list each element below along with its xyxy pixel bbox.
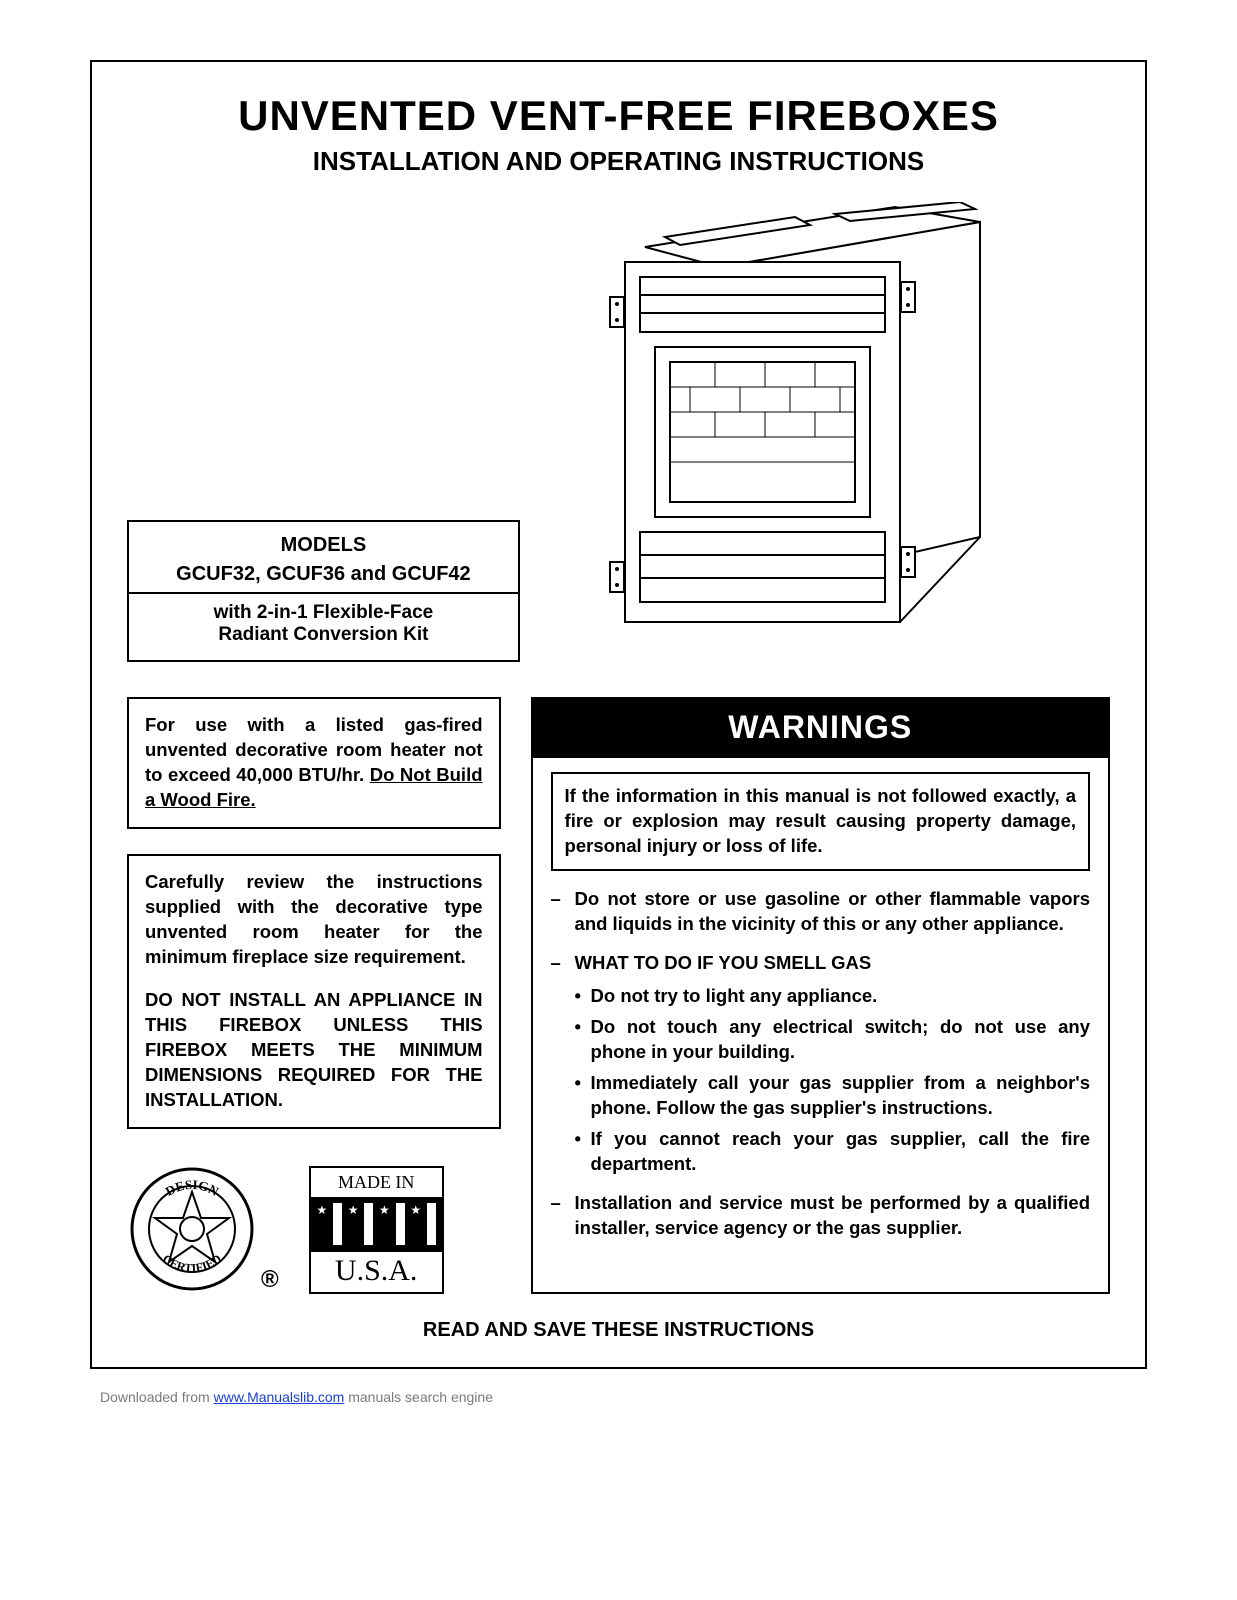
gas-bullet: •If you cannot reach your gas supplier, … xyxy=(575,1127,1090,1177)
gas-bullet-text: If you cannot reach your gas supplier, c… xyxy=(591,1127,1090,1177)
download-footer: Downloaded from www.Manualslib.com manua… xyxy=(100,1389,1147,1405)
dash-icon: – xyxy=(551,887,575,937)
made-in-text: MADE IN xyxy=(311,1168,442,1197)
warning-item: – Do not store or use gasoline or other … xyxy=(551,887,1090,937)
review-p2: DO NOT INSTALL AN APPLIANCE IN THIS FIRE… xyxy=(145,988,483,1113)
bullet-icon: • xyxy=(575,984,591,1009)
flag-stripes-icon: ★★★★ xyxy=(311,1197,442,1252)
bullet-icon: • xyxy=(575,1071,591,1121)
footer-prefix: Downloaded from xyxy=(100,1389,214,1405)
kit-line-1: with 2-in-1 Flexible-Face xyxy=(139,602,508,624)
warning-text: Do not store or use gasoline or other fl… xyxy=(575,887,1090,937)
models-list: GCUF32, GCUF36 and GCUF42 xyxy=(139,563,508,586)
gas-bullet: •Do not touch any electrical switch; do … xyxy=(575,1015,1090,1065)
warning-text: Installation and service must be perform… xyxy=(575,1191,1090,1241)
bullet-icon: • xyxy=(575,1127,591,1177)
illustration-column xyxy=(540,202,1110,662)
document-page: UNVENTED VENT-FREE FIREBOXES INSTALLATIO… xyxy=(0,0,1237,1445)
made-in-usa-badge: MADE IN ★★★★ U.S.A. xyxy=(309,1166,444,1294)
models-top: MODELS GCUF32, GCUF36 and GCUF42 xyxy=(129,522,518,592)
models-kit: with 2-in-1 Flexible-Face Radiant Conver… xyxy=(129,592,518,660)
dash-icon: – xyxy=(551,951,575,976)
left-column: For use with a listed gas-fired unvented… xyxy=(127,697,501,1294)
warnings-box: WARNINGS If the information in this manu… xyxy=(531,697,1110,1294)
models-heading: MODELS xyxy=(139,534,508,557)
review-p1: Carefully review the instructions suppli… xyxy=(145,870,483,970)
star-seal-icon: DESIGN CERTIFIED xyxy=(127,1164,257,1294)
models-box: MODELS GCUF32, GCUF36 and GCUF42 with 2-… xyxy=(127,520,520,662)
warning-item: – WHAT TO DO IF YOU SMELL GAS xyxy=(551,951,1090,976)
gas-bullet-text: Do not touch any electrical switch; do n… xyxy=(591,1015,1090,1065)
content-frame: UNVENTED VENT-FREE FIREBOXES INSTALLATIO… xyxy=(90,60,1147,1369)
review-info-box: Carefully review the instructions suppli… xyxy=(127,854,501,1129)
gas-bullet: •Do not try to light any appliance. xyxy=(575,984,1090,1009)
gas-bullet-text: Immediately call your gas supplier from … xyxy=(591,1071,1090,1121)
read-save-instructions: READ AND SAVE THESE INSTRUCTIONS xyxy=(127,1319,1110,1342)
main-title: UNVENTED VENT-FREE FIREBOXES xyxy=(127,92,1110,140)
models-column: MODELS GCUF32, GCUF36 and GCUF42 with 2-… xyxy=(127,520,540,662)
firebox-illustration xyxy=(585,202,1065,662)
use-info-box: For use with a listed gas-fired unvented… xyxy=(127,697,501,829)
smell-gas-heading: WHAT TO DO IF YOU SMELL GAS xyxy=(575,951,872,976)
bullet-icon: • xyxy=(575,1015,591,1065)
gas-bullet: •Immediately call your gas supplier from… xyxy=(575,1071,1090,1121)
badges-row: DESIGN CERTIFIED ® MADE IN ★★★★ xyxy=(127,1164,501,1294)
warnings-header: WARNINGS xyxy=(533,699,1108,758)
design-certified-badge: DESIGN CERTIFIED ® xyxy=(127,1164,279,1294)
dash-icon: – xyxy=(551,1191,575,1241)
footer-suffix: manuals search engine xyxy=(344,1389,493,1405)
manualslib-link[interactable]: www.Manualslib.com xyxy=(214,1389,345,1405)
warnings-lead: If the information in this manual is not… xyxy=(551,772,1090,871)
subtitle: INSTALLATION AND OPERATING INSTRUCTIONS xyxy=(127,146,1110,177)
top-section: MODELS GCUF32, GCUF36 and GCUF42 with 2-… xyxy=(127,202,1110,662)
gas-bullets: •Do not try to light any appliance. •Do … xyxy=(551,984,1090,1177)
gas-bullet-text: Do not try to light any appliance. xyxy=(591,984,878,1009)
kit-line-2: Radiant Conversion Kit xyxy=(139,624,508,646)
warnings-list: – Do not store or use gasoline or other … xyxy=(551,887,1090,1241)
registered-mark: ® xyxy=(261,1266,279,1294)
usa-text: U.S.A. xyxy=(311,1252,442,1292)
warning-item: – Installation and service must be perfo… xyxy=(551,1191,1090,1241)
bottom-section: For use with a listed gas-fired unvented… xyxy=(127,697,1110,1294)
warnings-body: If the information in this manual is not… xyxy=(533,758,1108,1241)
